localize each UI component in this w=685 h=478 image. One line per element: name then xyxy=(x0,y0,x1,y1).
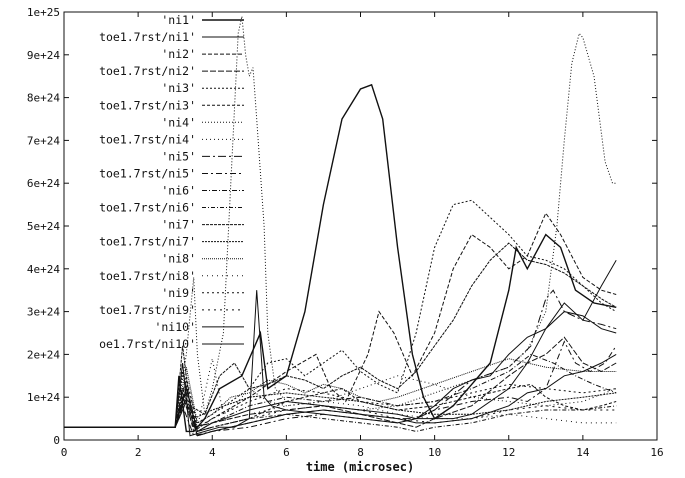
series-line-6 xyxy=(64,383,617,433)
x-tick-label: 16 xyxy=(650,446,663,459)
legend-label: toe1.7rst/ni2' xyxy=(99,64,196,78)
y-tick-label: 2e+24 xyxy=(27,348,60,361)
legend-label: toe1.7rst/ni4' xyxy=(99,132,196,146)
series-line-3 xyxy=(64,212,617,433)
series-line-5 xyxy=(64,199,617,428)
series-line-18 xyxy=(64,395,617,433)
series-line-19 xyxy=(64,311,617,433)
legend-label: 'ni4' xyxy=(161,115,196,129)
series-line-1 xyxy=(64,83,617,433)
series-line-17 xyxy=(64,375,617,428)
legend-label: 'ni9' xyxy=(161,286,196,300)
y-tick-label: 0 xyxy=(53,434,60,447)
series-layer xyxy=(64,16,617,437)
legend-label: 'ni10' xyxy=(154,320,196,334)
x-tick-label: 2 xyxy=(135,446,142,459)
y-tick-label: 1e+25 xyxy=(27,6,60,19)
series-line-13 xyxy=(64,242,617,428)
legend-label: toe1.7rst/ni9' xyxy=(99,303,196,317)
x-tick-label: 14 xyxy=(576,446,590,459)
legend-label: toe1.7rst/ni3' xyxy=(99,98,196,112)
legend-label: 'ni8' xyxy=(161,252,196,266)
legend-label: oe1.7rst/ni10' xyxy=(99,337,196,351)
legend-label: 'ni2' xyxy=(161,47,196,61)
legend-label: toe1.7rst/ni5' xyxy=(99,166,196,180)
series-line-15 xyxy=(64,358,617,428)
legend: 'ni1' toe1.7rst/ni1' 'ni2' toe1.7rst/ni2' 'n… xyxy=(99,13,244,351)
x-tick-label: 12 xyxy=(502,446,515,459)
ticks-layer: 0 2 4 6 8 10 12 14 16 0 1e+24 2e+24 3e+24 4e+24 5e+24 6… xyxy=(27,6,664,459)
series-line-10 xyxy=(64,340,617,437)
y-tick-label: 5e+24 xyxy=(27,220,60,233)
series-line-11 xyxy=(64,353,617,433)
legend-label: 'ni6' xyxy=(161,184,196,198)
series-line-14 xyxy=(64,371,617,428)
x-axis-label: time (microsec) xyxy=(306,460,414,474)
legend-label: toe1.7rst/ni1' xyxy=(99,30,196,44)
series-line-8 xyxy=(64,358,617,428)
series-line-2 xyxy=(64,259,617,437)
series-line-20 xyxy=(64,353,617,437)
x-tick-label: 0 xyxy=(61,446,68,459)
y-tick-label: 7e+24 xyxy=(27,134,60,147)
legend-label: 'ni1' xyxy=(161,13,196,27)
x-tick-label: 8 xyxy=(357,446,364,459)
series-line-7 xyxy=(64,16,617,428)
y-tick-label: 1e+24 xyxy=(27,391,60,404)
y-tick-label: 3e+24 xyxy=(27,306,60,319)
x-tick-label: 4 xyxy=(209,446,216,459)
legend-label: toe1.7rst/ni6' xyxy=(99,201,196,215)
y-tick-label: 8e+24 xyxy=(27,92,60,105)
x-tick-label: 6 xyxy=(283,446,290,459)
legend-label: 'ni7' xyxy=(161,218,196,232)
legend-label: toe1.7rst/ni8' xyxy=(99,269,196,283)
legend-label: 'ni5' xyxy=(161,149,196,163)
y-tick-label: 9e+24 xyxy=(27,49,60,62)
y-tick-label: 4e+24 xyxy=(27,263,60,276)
series-line-12 xyxy=(64,395,617,433)
legend-label: 'ni3' xyxy=(161,81,196,95)
legend-label: toe1.7rst/ni7' xyxy=(99,235,196,249)
x-tick-label: 10 xyxy=(428,446,441,459)
y-tick-label: 6e+24 xyxy=(27,177,60,190)
